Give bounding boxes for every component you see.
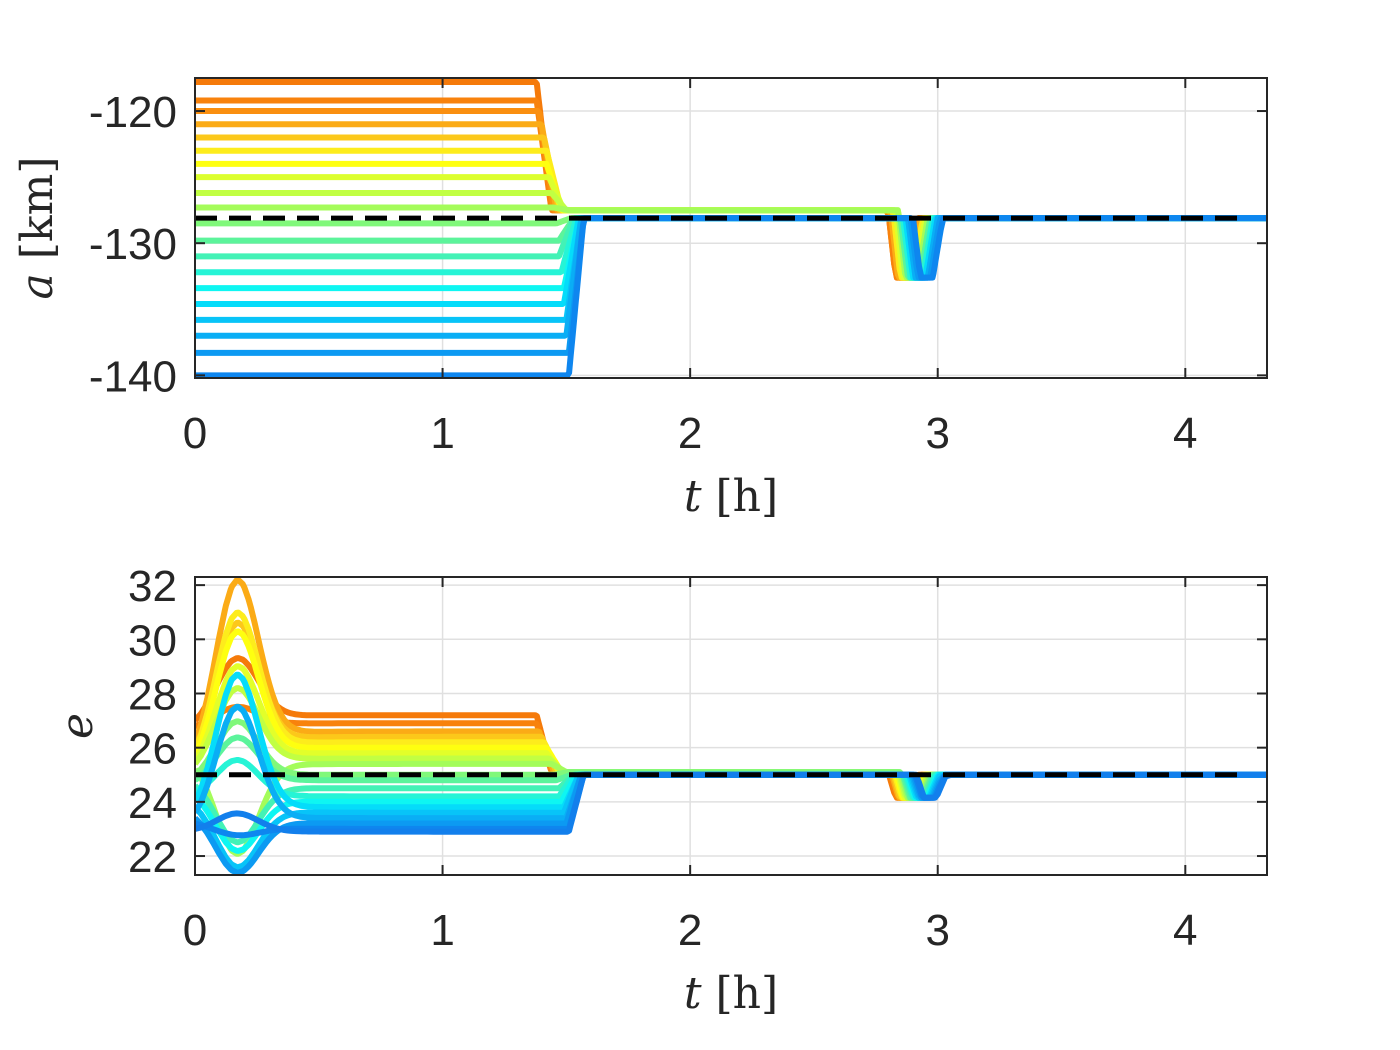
y-tick-label: 28 [128,670,177,719]
series-group [195,79,1267,378]
eccentricity-panel: 0 1 2 3 4 22 24 26 28 30 32 t [h] e [52,562,1268,1019]
y-tick-label: -120 [89,88,177,137]
y-tick-label: -130 [89,220,177,269]
y-axis-label: e [52,713,103,739]
y-tick-label: -140 [89,352,177,401]
y-tick-label: 22 [128,833,177,882]
x-tick-label: 3 [925,409,949,458]
x-tick-label: 3 [925,906,949,955]
y-tick-label: 24 [128,779,177,828]
y-tick-label: 26 [128,725,177,774]
x-tick-label: 2 [678,906,702,955]
y-tick-label: 32 [128,562,177,611]
x-tick-label: 0 [183,409,207,458]
y-axis-label: a[km] [12,157,63,300]
y-tick-label: 30 [128,616,177,665]
x-tick-label: 2 [678,409,702,458]
x-tick-label: 0 [183,906,207,955]
x-tick-label: 1 [430,906,454,955]
x-axis-label: t [h] [684,471,778,522]
series-line [195,215,1267,378]
axes-box [194,77,1268,379]
x-tick-label: 4 [1173,906,1197,955]
x-tick-label: 1 [430,409,454,458]
x-tick-label: 4 [1173,409,1197,458]
semi-major-axis-panel: 0 1 2 3 4 -140 -130 -120 t [h] a[km] [12,77,1268,522]
axes-box [194,576,1268,876]
x-axis-label: t [h] [684,968,778,1019]
